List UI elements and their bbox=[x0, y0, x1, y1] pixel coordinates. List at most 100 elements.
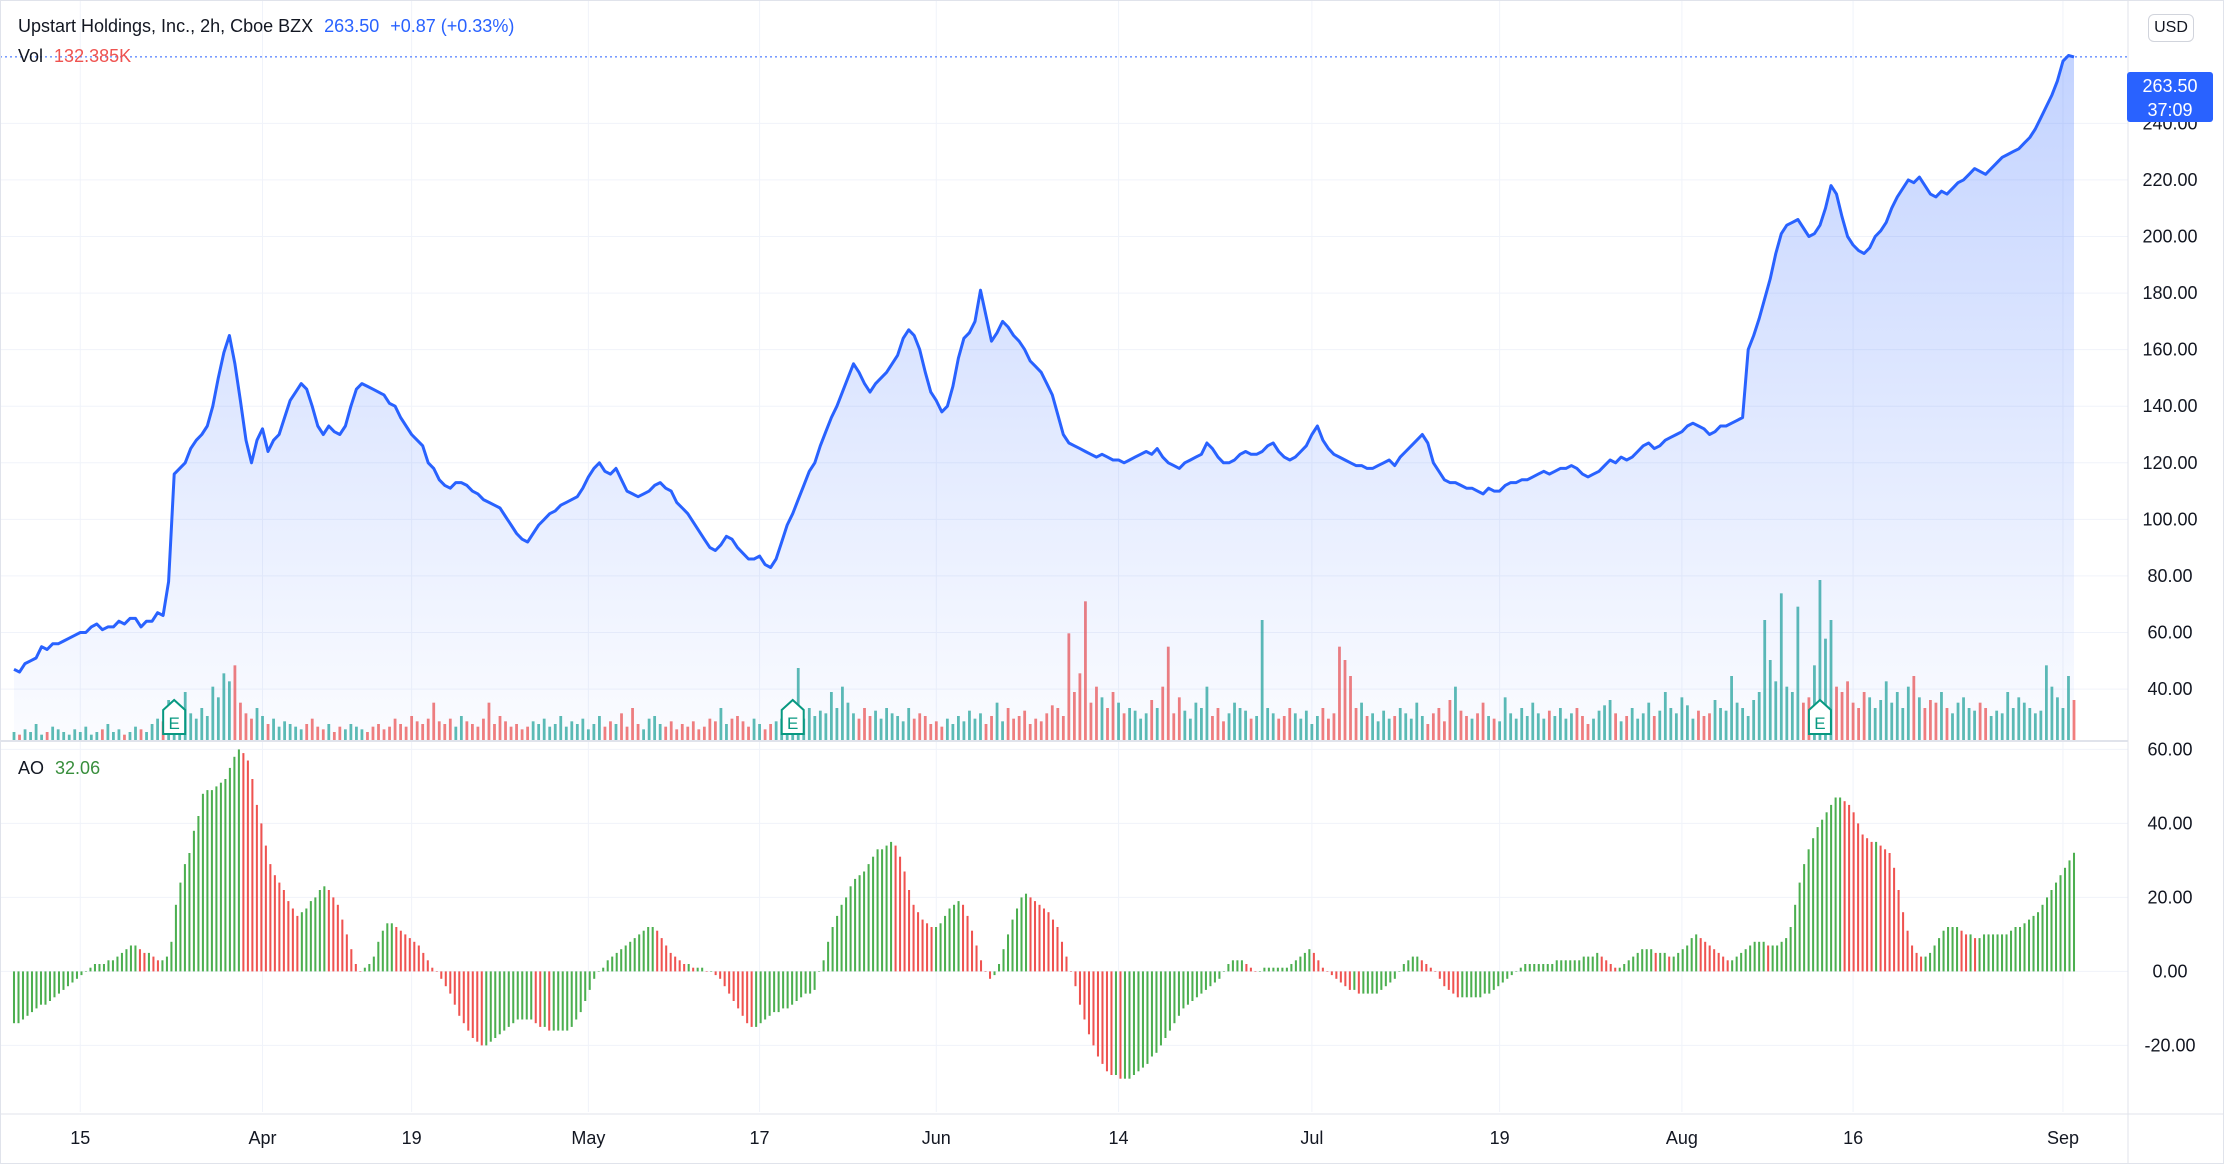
ao-bar bbox=[1776, 945, 1779, 972]
ao-bar bbox=[867, 864, 870, 972]
price-tick-label[interactable]: 40.00 bbox=[2147, 679, 2192, 699]
ao-bar bbox=[345, 934, 348, 972]
volume-legend: Vol 132.385K bbox=[18, 44, 137, 68]
currency-button[interactable]: USD bbox=[2148, 14, 2194, 42]
time-tick-label[interactable]: Jun bbox=[922, 1128, 951, 1148]
price-tick-label[interactable]: 140.00 bbox=[2142, 396, 2197, 416]
earnings-marker[interactable] bbox=[780, 698, 805, 735]
ao-bar bbox=[62, 971, 65, 990]
price-tick-label[interactable]: 160.00 bbox=[2142, 340, 2197, 360]
ao-bar bbox=[1411, 956, 1414, 972]
ao-bar bbox=[21, 971, 25, 1020]
ao-bar bbox=[1299, 956, 1302, 972]
time-tick-label[interactable]: May bbox=[571, 1128, 605, 1148]
ao-bar bbox=[336, 904, 339, 972]
ao-bar bbox=[120, 952, 123, 972]
last-price-tag: 263.50 37:09 bbox=[2127, 72, 2213, 122]
price-tick-label[interactable]: 80.00 bbox=[2147, 566, 2192, 586]
ao-bar bbox=[1479, 971, 1482, 998]
ao-bar bbox=[1933, 945, 1936, 972]
time-tick-label[interactable]: Jul bbox=[1300, 1128, 1323, 1148]
ao-label[interactable]: AO bbox=[18, 758, 45, 778]
ao-tick-label[interactable]: 0.00 bbox=[2152, 961, 2187, 981]
time-tick-label[interactable]: 15 bbox=[70, 1128, 90, 1148]
ao-bar bbox=[1600, 956, 1603, 972]
price-tick-label[interactable]: 100.00 bbox=[2142, 509, 2197, 529]
ao-bar bbox=[2063, 867, 2067, 972]
ao-bar bbox=[219, 782, 222, 972]
ao-bar bbox=[1528, 964, 1531, 972]
volume-label[interactable]: Vol bbox=[18, 46, 44, 66]
ao-tick-label[interactable]: 20.00 bbox=[2147, 887, 2192, 907]
ao-bar bbox=[1825, 812, 1828, 972]
ao-bar bbox=[1497, 971, 1500, 987]
ao-bar bbox=[845, 897, 848, 972]
ao-bar bbox=[368, 964, 371, 972]
ao-bar bbox=[287, 901, 290, 972]
price-tick-label[interactable]: 200.00 bbox=[2142, 226, 2197, 246]
earnings-marker[interactable] bbox=[1807, 698, 1832, 735]
price-axis[interactable]: 40.00 60.00 80.00 100.00 120.00 140.00 160.00 1… bbox=[2142, 113, 2197, 699]
ao-axis[interactable]: -20.00 0.00 20.00 40.00 60.00 bbox=[2144, 739, 2195, 1055]
ao-bar bbox=[791, 971, 794, 1005]
ao-bar bbox=[1132, 971, 1135, 1075]
ao-bar bbox=[1456, 971, 1459, 998]
ao-bar bbox=[1510, 971, 1513, 976]
ao-bar bbox=[1470, 971, 1473, 998]
time-tick-label[interactable]: 14 bbox=[1109, 1128, 1129, 1148]
ao-bar bbox=[755, 971, 758, 1027]
ao-bar bbox=[435, 971, 438, 972]
ao-bar bbox=[566, 971, 569, 1031]
ao-bar bbox=[246, 760, 249, 972]
ao-bar bbox=[147, 952, 150, 972]
ao-bar bbox=[1083, 971, 1086, 1020]
time-tick-label[interactable]: 19 bbox=[402, 1128, 422, 1148]
time-tick-label[interactable]: 19 bbox=[1490, 1128, 1510, 1148]
ao-bar bbox=[1020, 897, 1023, 972]
price-tick-label[interactable]: 60.00 bbox=[2147, 623, 2192, 643]
ao-bar bbox=[854, 878, 857, 972]
ao-bar bbox=[1407, 960, 1410, 972]
ao-bar bbox=[1861, 834, 1864, 972]
ao-bar bbox=[1758, 941, 1761, 972]
ao-bar bbox=[1330, 971, 1333, 976]
ao-bar bbox=[602, 967, 605, 972]
time-tick-label[interactable]: 17 bbox=[750, 1128, 770, 1148]
ao-bar bbox=[1789, 927, 1792, 972]
time-tick-label[interactable]: Apr bbox=[249, 1128, 277, 1148]
ao-bar bbox=[584, 971, 587, 1001]
ao-bar bbox=[2023, 923, 2026, 972]
ao-bar bbox=[1326, 971, 1329, 972]
ao-bar bbox=[30, 971, 34, 1013]
ao-bar bbox=[948, 908, 951, 972]
price-tick-label[interactable]: 220.00 bbox=[2142, 170, 2197, 190]
time-tick-label[interactable]: 16 bbox=[1843, 1128, 1863, 1148]
ao-bar bbox=[48, 971, 52, 1001]
ao-tick-label[interactable]: 60.00 bbox=[2147, 739, 2192, 759]
ao-bar bbox=[1519, 967, 1522, 972]
time-axis[interactable]: 15 Apr 19 May 17 Jun 14 Jul 19 Aug 16 Sep bbox=[70, 1128, 2079, 1148]
ao-tick-label[interactable]: -20.00 bbox=[2144, 1035, 2195, 1055]
ao-bar bbox=[800, 971, 803, 998]
ao-bar bbox=[192, 830, 195, 972]
time-tick-label[interactable]: Sep bbox=[2047, 1128, 2079, 1148]
ao-tick-label[interactable]: 40.00 bbox=[2147, 813, 2192, 833]
ao-bar bbox=[1929, 952, 1932, 972]
price-tick-label[interactable]: 180.00 bbox=[2142, 283, 2197, 303]
price-tick-label[interactable]: 120.00 bbox=[2142, 453, 2197, 473]
ao-bar bbox=[930, 927, 933, 972]
ao-bar bbox=[413, 941, 416, 972]
ao-bar bbox=[453, 971, 456, 1005]
ao-bar bbox=[1852, 812, 1855, 972]
symbol-title[interactable]: Upstart Holdings, Inc., 2h, Cboe BZX bbox=[18, 16, 314, 36]
ao-bar bbox=[282, 890, 285, 972]
time-tick-label[interactable]: Aug bbox=[1666, 1128, 1698, 1148]
ao-bar bbox=[1060, 941, 1064, 972]
ao-bar bbox=[908, 890, 911, 972]
ao-bar bbox=[1465, 971, 1468, 998]
ao-bar bbox=[1506, 971, 1509, 979]
ao-bar bbox=[1114, 971, 1117, 1075]
earnings-marker[interactable] bbox=[162, 698, 187, 735]
